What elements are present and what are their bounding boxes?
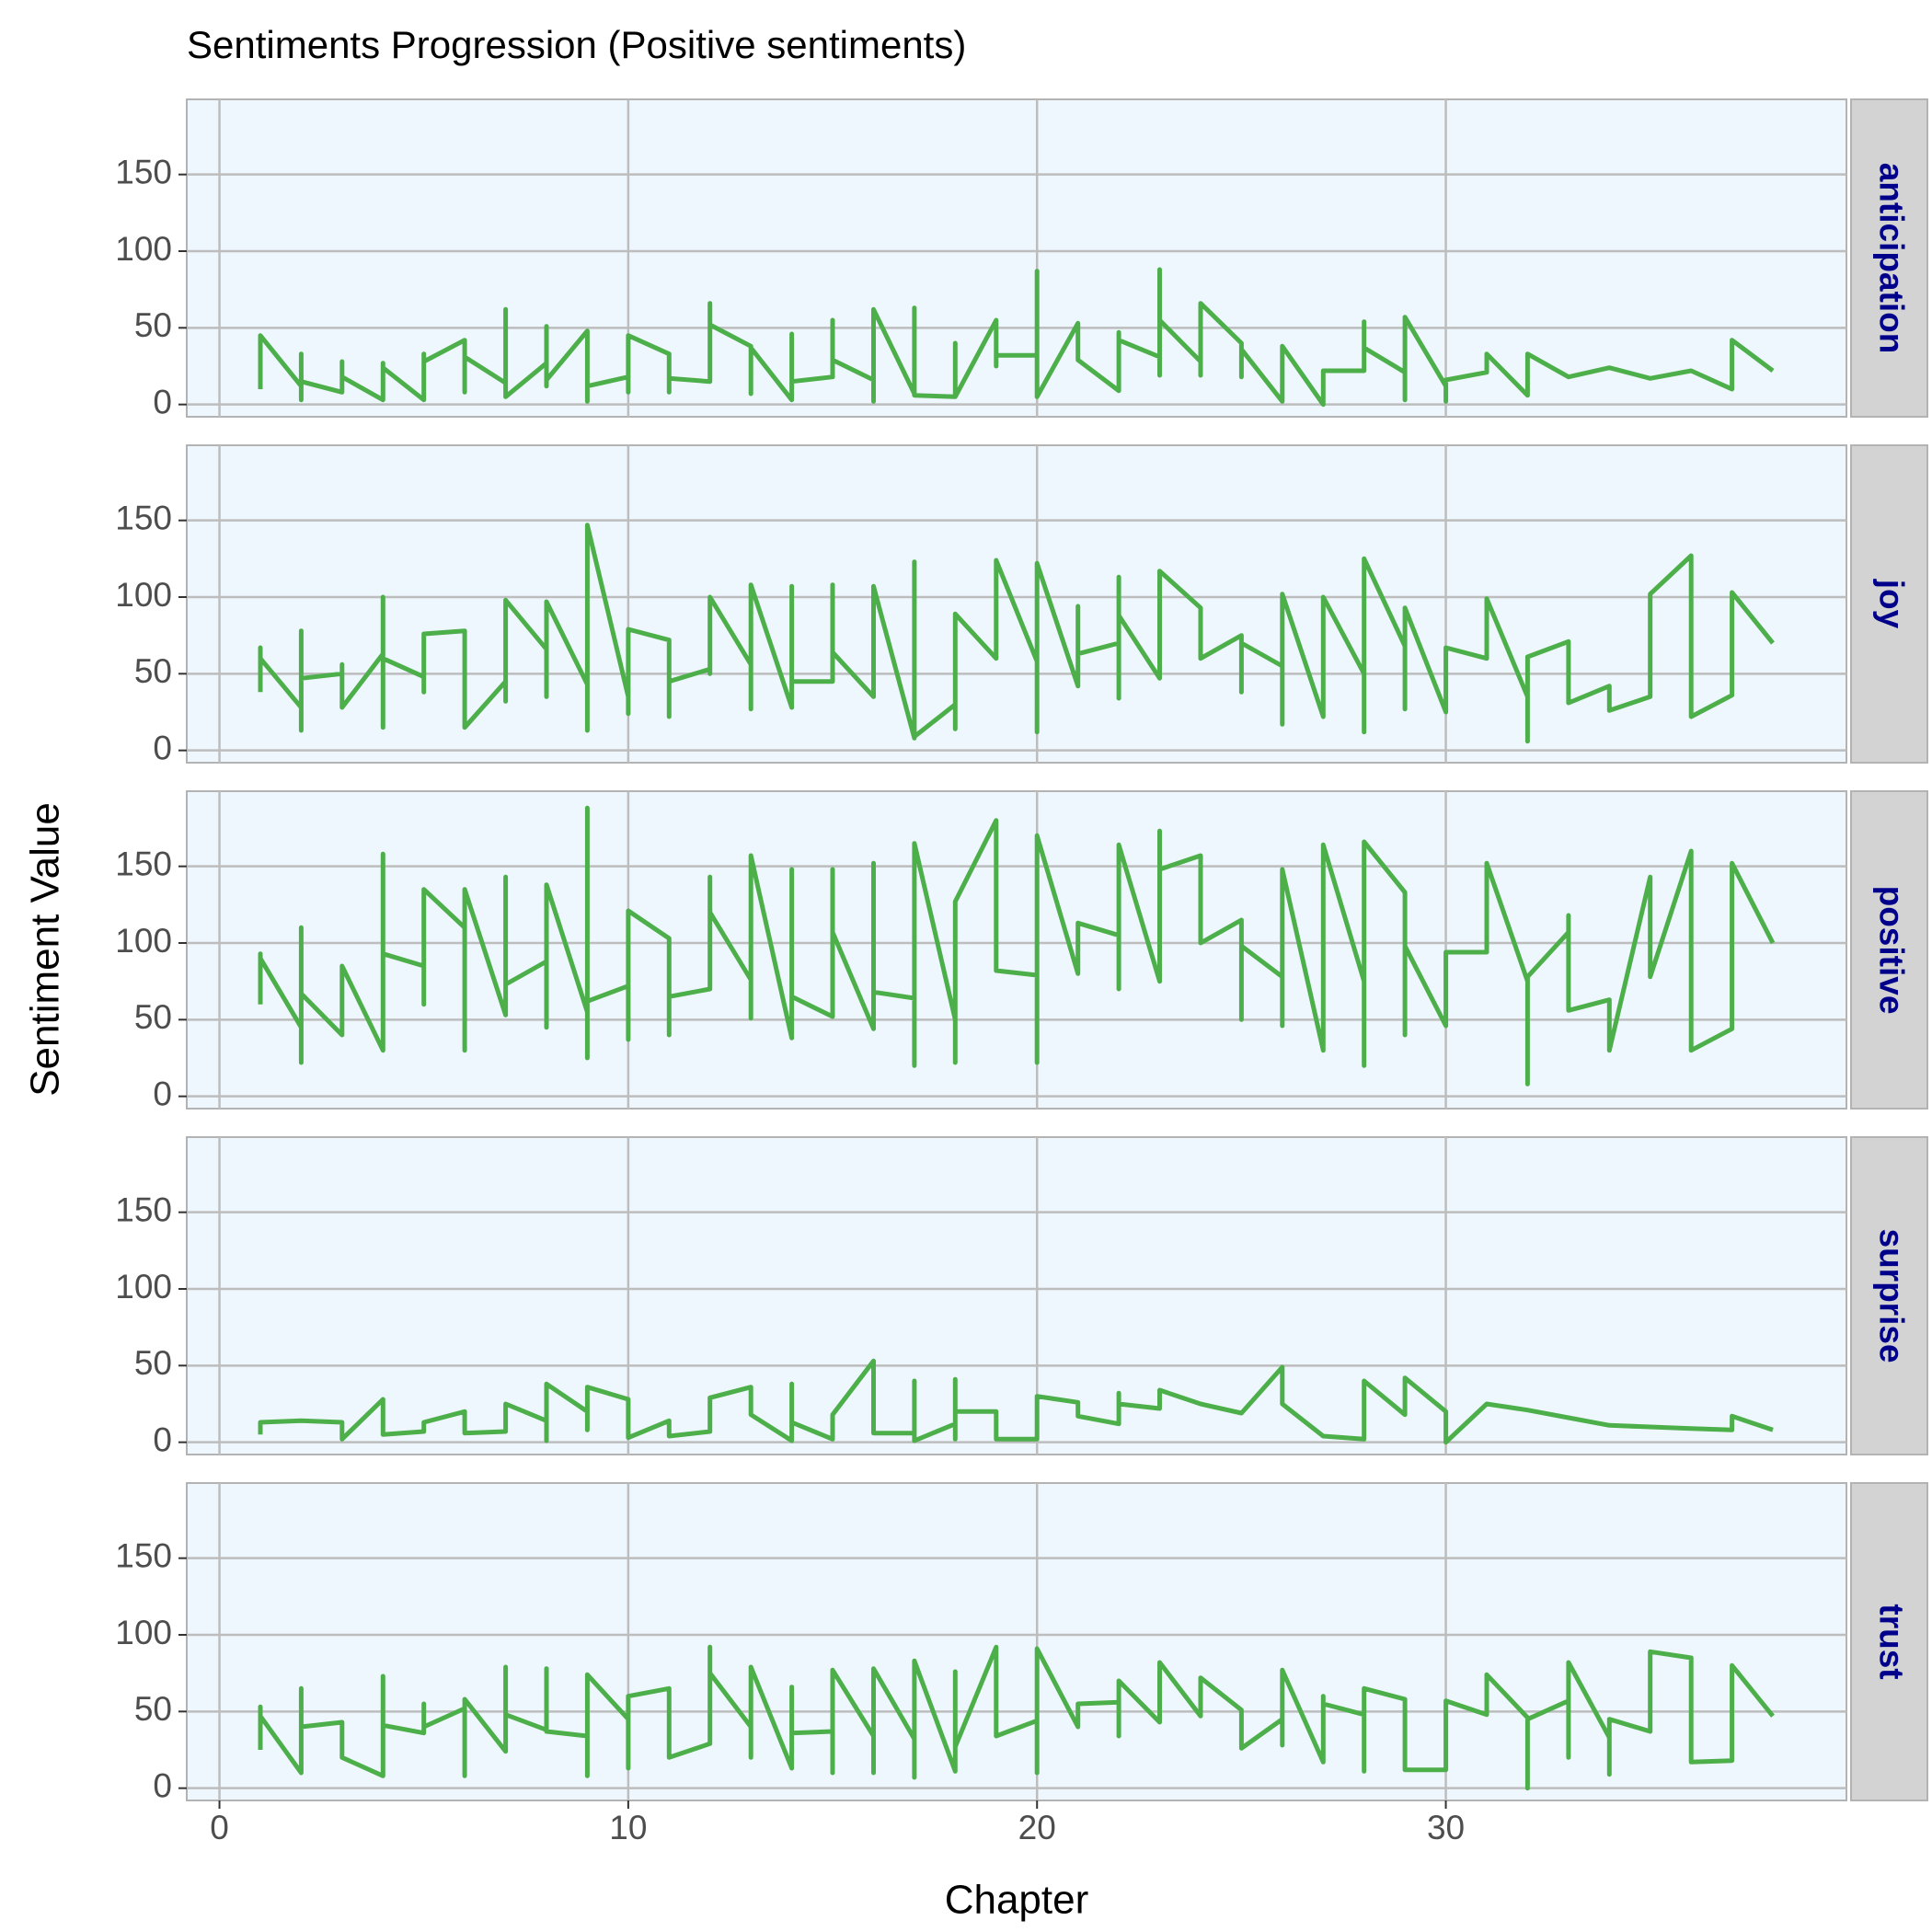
strip-background: [1850, 1136, 1928, 1455]
panel-background: [186, 444, 1847, 764]
panel-background: [186, 1482, 1847, 1801]
x-axis-label: Chapter: [945, 1878, 1089, 1923]
data-line: [258, 805, 1776, 1087]
x-tick-label: 10: [609, 1809, 647, 1846]
y-tick-label: 100: [115, 1614, 172, 1651]
strip-label: positive: [1873, 886, 1911, 1015]
y-tick-label: 50: [134, 306, 172, 344]
data-line: [258, 1644, 1775, 1791]
y-tick-label: 150: [115, 499, 172, 536]
y-tick-label: 50: [134, 652, 172, 690]
y-tick-label: 0: [153, 383, 172, 420]
strip-label: joy: [1873, 579, 1911, 629]
y-tick-label: 100: [115, 230, 172, 268]
y-tick-label: 100: [115, 576, 172, 614]
strip-background: [1850, 790, 1928, 1110]
strip-background: [1850, 1482, 1928, 1801]
x-tick-label: 30: [1427, 1809, 1465, 1846]
data-line: [258, 1358, 1774, 1445]
x-tick-label: 0: [210, 1809, 229, 1846]
y-tick-label: 0: [153, 729, 172, 766]
y-tick-label: 100: [115, 922, 172, 960]
y-tick-label: 50: [134, 1690, 172, 1728]
y-tick-label: 50: [134, 998, 172, 1036]
panel-background: [186, 1136, 1847, 1455]
x-tick-label: 20: [1018, 1809, 1056, 1846]
strip-label: surprise: [1873, 1228, 1911, 1363]
y-tick-label: 150: [115, 1536, 172, 1574]
y-tick-label: 150: [115, 153, 172, 190]
y-tick-label: 150: [115, 1190, 172, 1228]
panel-background: [186, 790, 1847, 1110]
y-tick-label: 150: [115, 845, 172, 882]
strip-label: trust: [1873, 1604, 1911, 1679]
data-line: [258, 523, 1775, 744]
y-tick-label: 0: [153, 1075, 172, 1112]
strip-background: [1850, 444, 1928, 764]
strip-label: anticipation: [1873, 163, 1911, 354]
y-tick-label: 50: [134, 1344, 172, 1382]
data-line: [258, 267, 1775, 408]
y-axis-label: Sentiment Value: [23, 802, 68, 1097]
y-tick-label: 100: [115, 1268, 172, 1305]
chart-title: Sentiments Progression (Positive sentime…: [187, 23, 966, 66]
strip-background: [1850, 98, 1928, 418]
y-tick-label: 0: [153, 1420, 172, 1458]
y-tick-label: 0: [153, 1766, 172, 1804]
